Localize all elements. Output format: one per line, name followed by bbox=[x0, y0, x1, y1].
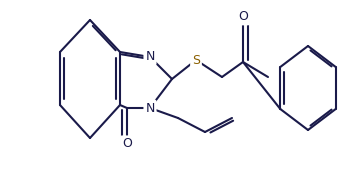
Text: S: S bbox=[192, 53, 200, 67]
Text: N: N bbox=[145, 101, 155, 115]
Text: O: O bbox=[122, 137, 132, 150]
Text: N: N bbox=[145, 50, 155, 64]
Text: O: O bbox=[238, 10, 248, 24]
